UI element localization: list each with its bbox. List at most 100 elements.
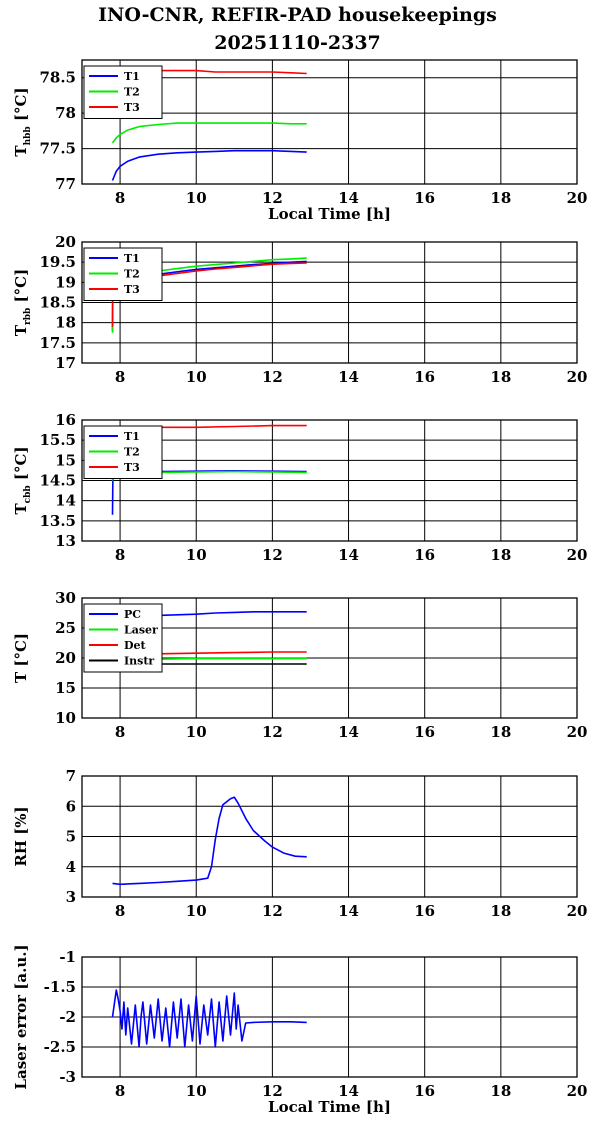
x-tick-label: 10	[186, 368, 207, 386]
y-axis-label: Tcbb [°C]	[12, 446, 33, 514]
plot-frame	[81, 597, 578, 719]
y-tick-label: 16	[55, 411, 76, 429]
plot-panel-3: 13 13.5 14 14.5 15 15.5 16 8 10 12 14 16 18 20 Tcbb [°…	[12, 411, 587, 564]
series-line-1	[111, 989, 307, 1048]
x-tick-label: 16	[414, 189, 435, 207]
y-tick-label: 77.5	[39, 140, 76, 158]
y-tick-label: -3	[59, 1068, 76, 1086]
x-tick-label: 18	[490, 723, 511, 741]
plot-frame	[81, 419, 578, 542]
legend-entry: T1	[124, 430, 140, 443]
legend-entry: T1	[124, 70, 140, 83]
x-tick-label: 14	[338, 902, 359, 920]
plot-panel-5: 3 4 5 6 7 8 10 12 14 16 18 20 RH [%]	[12, 767, 587, 920]
x-tick-label: 18	[490, 1082, 511, 1100]
y-tick-label: 14	[55, 492, 76, 510]
x-tick-label: 8	[115, 189, 125, 207]
legend-entry: T1	[124, 252, 140, 265]
chart-subtitle: 20251110-2337	[214, 32, 381, 54]
y-axis-label: Laser error [a.u.]	[12, 944, 30, 1089]
x-tick-label: 10	[186, 189, 207, 207]
x-tick-label: 18	[490, 189, 511, 207]
y-tick-label: 15	[55, 679, 76, 697]
y-tick-label: 30	[55, 589, 76, 607]
y-tick-label: 3	[66, 888, 76, 906]
legend-entry: T3	[124, 461, 140, 474]
y-tick-label: 17	[55, 354, 76, 372]
x-tick-label: 20	[567, 1082, 588, 1100]
x-axis-label: Local Time [h]	[268, 1098, 391, 1116]
y-tick-label: 5	[66, 828, 76, 846]
y-tick-label: 20	[55, 649, 76, 667]
y-tick-label: 18	[55, 314, 76, 332]
legend-entry: T3	[124, 283, 140, 296]
x-tick-label: 20	[567, 902, 588, 920]
y-axis-label: Trbb [°C]	[12, 269, 33, 336]
legend-entry: T2	[124, 446, 140, 459]
x-tick-label: 12	[262, 189, 283, 207]
x-tick-label: 8	[115, 1082, 125, 1100]
legend-entry: Laser	[124, 624, 158, 637]
x-axis-label: Local Time [h]	[268, 205, 391, 223]
x-tick-label: 12	[262, 723, 283, 741]
x-tick-label: 8	[115, 723, 125, 741]
y-tick-label: 14.5	[39, 472, 76, 490]
chart-title: INO-CNR, REFIR-PAD housekeepings	[98, 4, 497, 26]
x-tick-label: 8	[115, 546, 125, 564]
y-tick-label: 13.5	[39, 512, 76, 530]
x-tick-label: 10	[186, 723, 207, 741]
legend-entry: Det	[124, 639, 147, 652]
x-tick-label: 18	[490, 902, 511, 920]
y-tick-label: 77	[55, 175, 76, 193]
y-tick-label: -2.5	[44, 1038, 76, 1056]
y-tick-label: 19.5	[39, 253, 76, 271]
legend-entry: T3	[124, 101, 140, 114]
legend-entry: PC	[124, 608, 141, 621]
plot-frame	[81, 775, 578, 898]
x-tick-label: 14	[338, 546, 359, 564]
y-tick-label: 15.5	[39, 431, 76, 449]
y-tick-label: 4	[66, 858, 76, 876]
plot-panel-4: 10 15 20 25 30 8 10 12 14 16 18 20 T [°C] PC Laser Det I…	[12, 589, 587, 741]
y-tick-label: 19	[55, 273, 76, 291]
x-tick-label: 12	[262, 1082, 283, 1100]
x-tick-label: 14	[338, 1082, 359, 1100]
x-tick-label: 18	[490, 368, 511, 386]
x-tick-label: 14	[338, 368, 359, 386]
x-tick-label: 10	[186, 1082, 207, 1100]
y-tick-label: 78	[55, 104, 76, 122]
y-tick-label: 78.5	[39, 69, 76, 87]
x-tick-label: 18	[490, 546, 511, 564]
series-line-t1	[111, 149, 307, 181]
x-tick-label: 12	[262, 368, 283, 386]
plot-panel-2: 17 17.5 18 18.5 19 19.5 20 8 10 12 14 16 18 20 Trbb [°…	[12, 233, 587, 386]
y-tick-label: 10	[55, 709, 76, 727]
x-tick-label: 20	[567, 189, 588, 207]
x-tick-label: 8	[115, 902, 125, 920]
y-tick-label: 7	[66, 767, 76, 785]
x-tick-label: 16	[414, 723, 435, 741]
y-axis-label: T [°C]	[12, 633, 30, 683]
x-tick-label: 8	[115, 368, 125, 386]
plot-panel-1: 77 77.5 78 78.5 8 10 12 14 16 18 20 Local Time [h] T…	[12, 59, 588, 223]
y-tick-label: 6	[66, 797, 76, 815]
x-tick-label: 20	[567, 723, 588, 741]
x-tick-label: 10	[186, 546, 207, 564]
x-tick-label: 14	[338, 723, 359, 741]
x-tick-label: 12	[262, 902, 283, 920]
y-tick-label: 25	[55, 619, 76, 637]
y-tick-label: 17.5	[39, 334, 76, 352]
x-tick-label: 20	[567, 368, 588, 386]
y-tick-label: -2	[59, 1008, 76, 1026]
x-tick-label: 16	[414, 902, 435, 920]
y-tick-label: 20	[55, 233, 76, 251]
series-line-t2	[111, 122, 307, 144]
y-tick-label: 18.5	[39, 294, 76, 312]
x-tick-label: 10	[186, 902, 207, 920]
x-tick-label: 14	[338, 189, 359, 207]
plot-frame	[81, 241, 578, 364]
y-tick-label: 15	[55, 451, 76, 469]
x-tick-label: 16	[414, 1082, 435, 1100]
legend-entry: Instr	[124, 655, 154, 668]
